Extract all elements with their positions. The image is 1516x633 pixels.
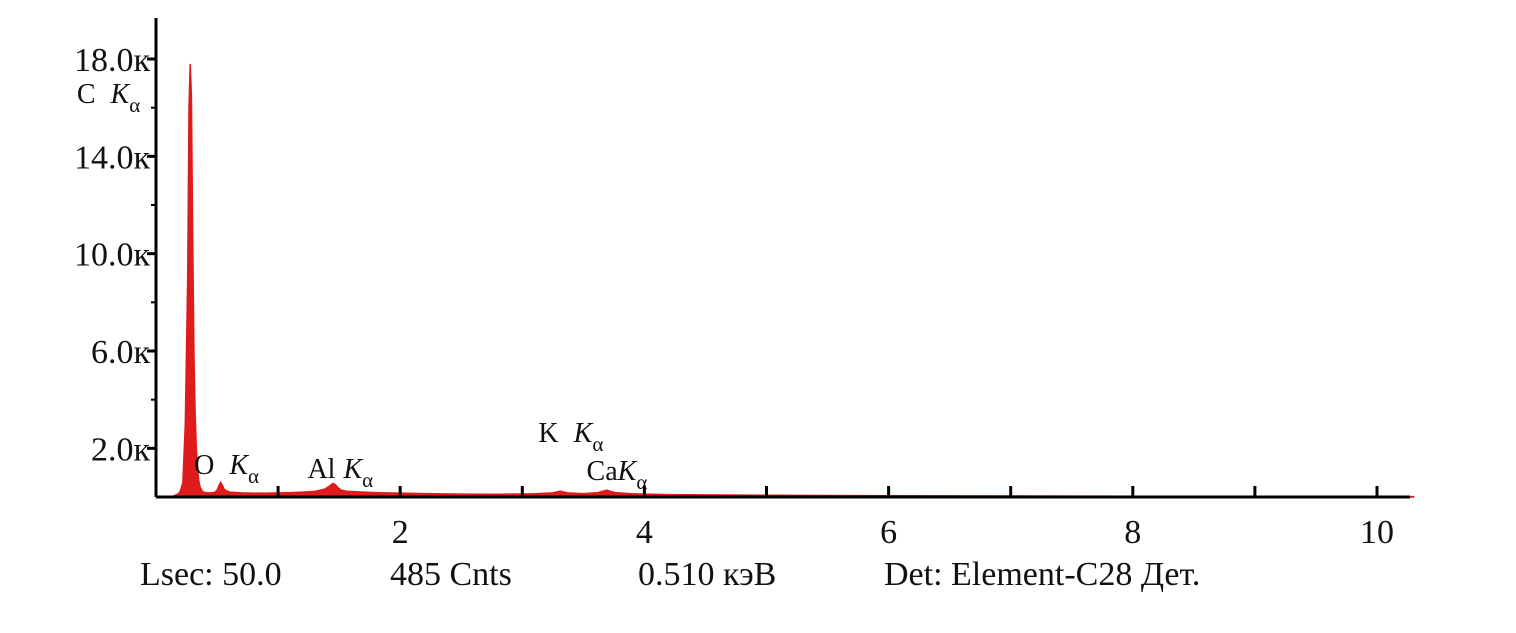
y-tick-labels: 2.0к 6.0к 10.0к 14.0к 18.0к <box>74 42 151 468</box>
plot-area: 2 4 6 8 10 2.0к 6.0к 10.0к 14.0к 18.0к C Kα O Kα A… <box>74 18 1415 551</box>
peak-label-ca: CaKα <box>587 456 648 494</box>
peak-label-o: O Kα <box>194 450 259 488</box>
x-tick-label: 2 <box>392 514 409 551</box>
peak-label-c: C Kα <box>77 79 140 117</box>
x-tick-label: 8 <box>1124 514 1141 551</box>
x-tick-label: 6 <box>880 514 897 551</box>
eds-spectrum-chart: 2 4 6 8 10 2.0к 6.0к 10.0к 14.0к 18.0к C Kα O Kα A… <box>74 18 1415 551</box>
spectrum-series <box>173 63 1415 498</box>
live-time-readout: Lsec: 50.0 <box>140 556 282 593</box>
x-tick-labels: 2 4 6 8 10 <box>392 514 1394 551</box>
peak-label-al: Al Kα <box>307 454 373 492</box>
y-tick-label: 6.0к <box>91 334 151 371</box>
y-tick-label: 2.0к <box>91 431 151 468</box>
y-tick-label: 18.0к <box>74 42 151 79</box>
x-tick-label: 10 <box>1360 514 1394 551</box>
peak-label-k: K Kα <box>538 418 603 456</box>
x-tick-label: 4 <box>636 514 653 551</box>
energy-readout: 0.510 кэВ <box>638 556 777 593</box>
y-tick-label: 14.0к <box>74 139 151 176</box>
status-bar: Lsec: 50.0 485 Cnts 0.510 кэВ Det: Eleme… <box>0 556 1516 606</box>
y-tick-label: 10.0к <box>74 237 151 274</box>
detector-readout: Det: Element-C28 Дет. <box>884 556 1201 593</box>
counts-readout: 485 Cnts <box>390 556 512 593</box>
x-axis-ticks <box>276 486 1379 497</box>
